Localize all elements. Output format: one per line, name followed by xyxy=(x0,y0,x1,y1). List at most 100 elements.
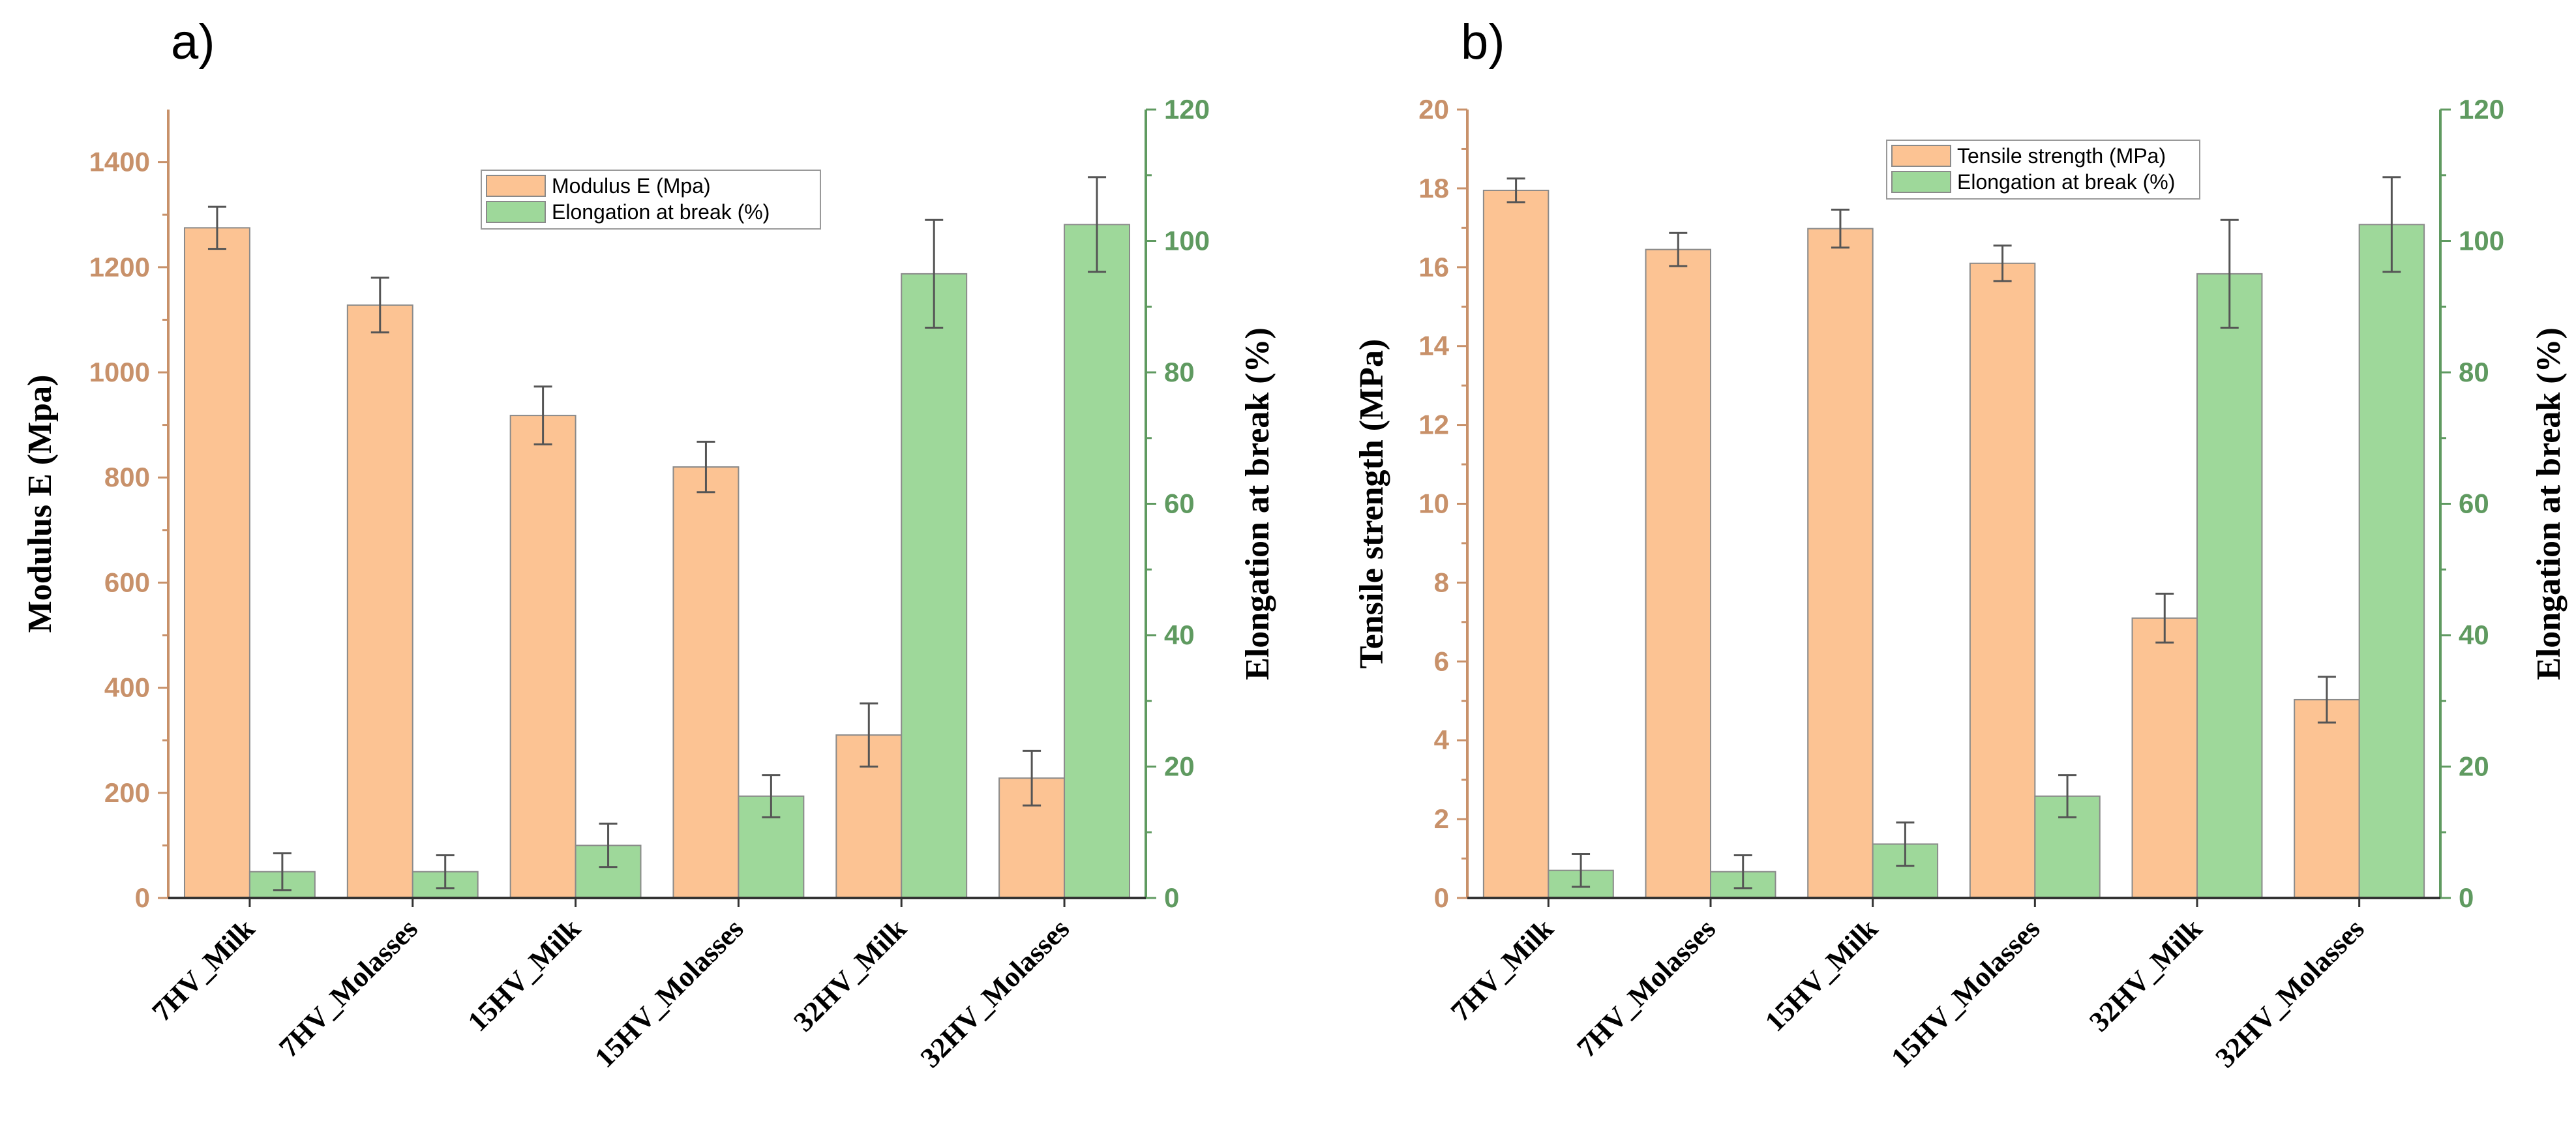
right-tick-label: 40 xyxy=(2459,620,2489,650)
primary-bar-7hv-milk xyxy=(183,227,250,899)
left-tick-label: 800 xyxy=(104,462,150,492)
right-tick-label: 20 xyxy=(1164,751,1195,782)
category-label: 15HV_Milk xyxy=(1759,912,1884,1038)
left-tick-label: 2 xyxy=(1434,803,1449,834)
category-label: 32HV_Milk xyxy=(787,912,912,1038)
left-tick-label: 18 xyxy=(1418,173,1449,203)
legend-swatch xyxy=(486,201,546,223)
y2-axis-title: Elongation at break (%) xyxy=(2530,327,2568,680)
legend-label: Modulus E (Mpa) xyxy=(552,174,711,198)
category-label: 32HV_Milk xyxy=(2083,912,2208,1038)
y-axis-title: Tensile strength (MPa) xyxy=(1353,339,1390,669)
error-bar xyxy=(1088,176,1107,273)
category-label: 32HV_Molasses xyxy=(2209,912,2370,1073)
legend: Modulus E (Mpa)Elongation at break (%) xyxy=(481,170,821,230)
primary-bar-32hv-milk xyxy=(2131,617,2198,899)
left-tick-label: 200 xyxy=(104,777,150,808)
secondary-bar-32hv-milk xyxy=(2196,273,2263,899)
secondary-bar-32hv-molasses xyxy=(2358,224,2425,899)
left-tick-label: 1000 xyxy=(89,357,150,387)
primary-bar-15hv-molasses xyxy=(672,466,740,899)
left-tick-label: 8 xyxy=(1434,567,1449,597)
panel-label: b) xyxy=(1461,14,1505,70)
right-tick-label: 60 xyxy=(2459,488,2489,519)
right-tick-label: 80 xyxy=(2459,357,2489,387)
right-tick-label: 120 xyxy=(1164,94,1210,125)
left-tick-label: 12 xyxy=(1418,410,1449,440)
error-bar xyxy=(1831,209,1850,249)
legend: Tensile strength (MPa)Elongation at brea… xyxy=(1886,140,2200,200)
left-tick-label: 600 xyxy=(104,567,150,597)
category-label: 15HV_Molasses xyxy=(588,912,749,1073)
error-bar xyxy=(696,440,715,494)
left-tick-label: 14 xyxy=(1418,331,1449,361)
right-tick-label: 100 xyxy=(1164,226,1210,256)
error-bar xyxy=(533,385,552,445)
primary-bar-15hv-milk xyxy=(1807,228,1874,899)
legend-label: Elongation at break (%) xyxy=(1957,170,2175,194)
primary-bar-15hv-milk xyxy=(509,415,577,899)
y-axis-title: Modulus E (Mpa) xyxy=(22,375,59,633)
primary-bar-32hv-molasses xyxy=(2294,698,2360,899)
left-tick-label: 20 xyxy=(1418,94,1449,125)
right-tick-label: 0 xyxy=(2459,882,2474,913)
category-label: 15HV_Milk xyxy=(462,912,587,1038)
category-label: 7HV_Molasses xyxy=(1570,912,1722,1064)
left-tick-label: 0 xyxy=(1434,882,1449,913)
left-tick-label: 4 xyxy=(1434,725,1450,755)
error-bar xyxy=(925,218,944,329)
secondary-bar-32hv-molasses xyxy=(1064,224,1131,899)
right-tick-label: 60 xyxy=(1164,488,1195,519)
left-tick-label: 10 xyxy=(1418,488,1449,519)
error-bar xyxy=(1669,232,1688,267)
category-label: 15HV_Molasses xyxy=(1885,912,2046,1073)
error-bar xyxy=(273,852,292,891)
error-bar xyxy=(1572,852,1591,888)
error-bar xyxy=(2382,176,2401,273)
category-label: 7HV_Milk xyxy=(1445,912,1560,1028)
error-bar xyxy=(1896,821,1915,867)
left-tick-label: 1200 xyxy=(89,252,150,282)
primary-bar-7hv-milk xyxy=(1482,189,1550,899)
right-tick-label: 40 xyxy=(1164,620,1195,650)
category-label: 7HV_Molasses xyxy=(273,912,424,1064)
panel-b: b) 0 2 4 6 8 10 12 14 16 18 20 0 20 40 60 80 100 120 7HV_Mi… xyxy=(1353,14,2568,1074)
secondary-bar-32hv-milk xyxy=(901,273,968,899)
error-bar xyxy=(207,205,226,250)
error-bar xyxy=(370,277,389,334)
right-tick-label: 0 xyxy=(1164,882,1179,913)
error-bar xyxy=(860,702,878,768)
error-bar xyxy=(2155,592,2174,644)
right-tick-label: 80 xyxy=(1164,357,1195,387)
left-tick-label: 16 xyxy=(1418,252,1449,282)
left-tick-label: 0 xyxy=(135,882,150,913)
right-tick-label: 20 xyxy=(2459,751,2489,782)
error-bar xyxy=(2058,774,2077,818)
error-bar xyxy=(599,822,618,869)
left-tick-label: 6 xyxy=(1434,646,1449,676)
primary-bar-7hv-molasses xyxy=(346,304,413,899)
legend-label: Tensile strength (MPa) xyxy=(1957,144,2166,168)
left-tick-label: 400 xyxy=(104,672,150,703)
error-bar xyxy=(2220,218,2239,329)
panel-label: a) xyxy=(171,14,215,70)
legend-swatch xyxy=(1891,171,1951,193)
error-bar xyxy=(436,854,455,889)
error-bar xyxy=(2317,676,2336,724)
primary-bar-15hv-molasses xyxy=(1969,262,2036,899)
panel-a: a) 0 200 400 600 800 1000 1200 1400 0 20 40 60 80 100 1… xyxy=(22,14,1276,1074)
error-bar xyxy=(762,774,781,818)
right-tick-label: 100 xyxy=(2459,226,2504,256)
category-label: 7HV_Milk xyxy=(146,912,262,1028)
category-label: 32HV_Molasses xyxy=(914,912,1075,1073)
error-bar xyxy=(1023,749,1041,807)
right-tick-label: 120 xyxy=(2459,94,2504,125)
left-tick-label: 1400 xyxy=(89,147,150,177)
y2-axis-title: Elongation at break (%) xyxy=(1239,327,1276,680)
primary-bar-7hv-molasses xyxy=(1645,248,1712,899)
error-bar xyxy=(1506,177,1525,203)
error-bar xyxy=(1733,854,1752,889)
legend-swatch xyxy=(486,175,546,197)
legend-label: Elongation at break (%) xyxy=(552,200,770,224)
